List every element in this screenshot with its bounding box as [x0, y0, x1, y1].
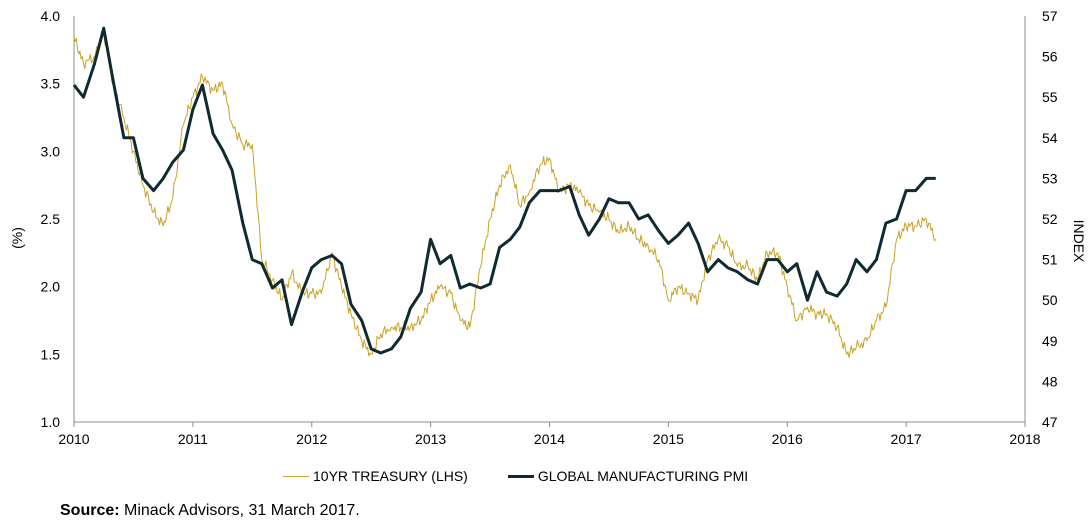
right-tick-label: 49: [1042, 333, 1058, 349]
right-tick-label: 48: [1042, 373, 1058, 389]
source-note: Source: Minack Advisors, 31 March 2017.: [60, 502, 360, 520]
left-axis-title: (%): [9, 227, 25, 249]
series-line-treasury: [73, 31, 937, 359]
source-text: Minack Advisors, 31 March 2017.: [119, 502, 360, 519]
x-tick-label: 2011: [178, 431, 208, 447]
left-tick-label: 1.0: [41, 414, 61, 430]
left-tick-label: 1.5: [41, 346, 61, 362]
x-tick-label: 2012: [296, 431, 327, 447]
x-tick-label: 2017: [891, 431, 922, 447]
x-tick-label: 2016: [772, 431, 803, 447]
right-tick-label: 56: [1042, 49, 1058, 65]
source-label: Source:: [60, 502, 120, 519]
right-axis-title: INDEX: [1071, 220, 1087, 263]
left-tick-label: 2.5: [41, 211, 61, 227]
legend-label-pmi: GLOBAL MANUFACTURING PMI: [537, 468, 749, 484]
legend-swatch-pmi: [507, 474, 534, 478]
x-tick-label: 2014: [534, 431, 565, 447]
axes: [73, 16, 1026, 423]
legend-item-treasury: 10YR TREASURY (LHS): [283, 468, 468, 484]
left-tick-label: 3.0: [41, 143, 61, 159]
left-tick-label: 2.0: [41, 279, 61, 295]
left-tick-label: 3.5: [41, 76, 61, 92]
x-tick-label: 2010: [58, 431, 89, 447]
legend-swatch-treasury: [283, 475, 309, 477]
right-tick-label: 53: [1042, 170, 1058, 186]
right-axis-ticks: 47 48 49 50 51 52 53 54 55 56 57: [1042, 8, 1058, 430]
right-tick-label: 52: [1042, 211, 1058, 227]
series-line-pmi: [72, 26, 936, 355]
left-axis-ticks: 1.0 1.5 2.0 2.5 3.0 3.5 4.0: [41, 8, 61, 430]
right-tick-label: 47: [1042, 414, 1058, 430]
chart-canvas: 1.0 1.5 2.0 2.5 3.0 3.5 4.0 47 48 49 50 51 52 53 54 55…: [9, 8, 1087, 447]
legend-item-pmi: GLOBAL MANUFACTURING PMI: [507, 468, 749, 484]
right-tick-label: 50: [1042, 292, 1058, 308]
legend: 10YR TREASURY (LHS) GLOBAL MANUFACTURING…: [283, 468, 788, 484]
right-tick-label: 55: [1042, 89, 1058, 105]
series-lines: [72, 26, 937, 359]
right-tick-label: 57: [1042, 8, 1058, 24]
x-tick-label: 2013: [415, 431, 446, 447]
right-tick-label: 51: [1042, 252, 1058, 268]
x-tick-label: 2015: [653, 431, 684, 447]
right-tick-label: 54: [1042, 130, 1058, 146]
x-axis-ticks: 2010 2011 2012 2013 2014 2015 2016 2017 2018: [58, 422, 1041, 447]
left-tick-label: 4.0: [41, 8, 61, 24]
legend-label-treasury: 10YR TREASURY (LHS): [313, 468, 468, 484]
x-tick-label: 2018: [1009, 431, 1040, 447]
